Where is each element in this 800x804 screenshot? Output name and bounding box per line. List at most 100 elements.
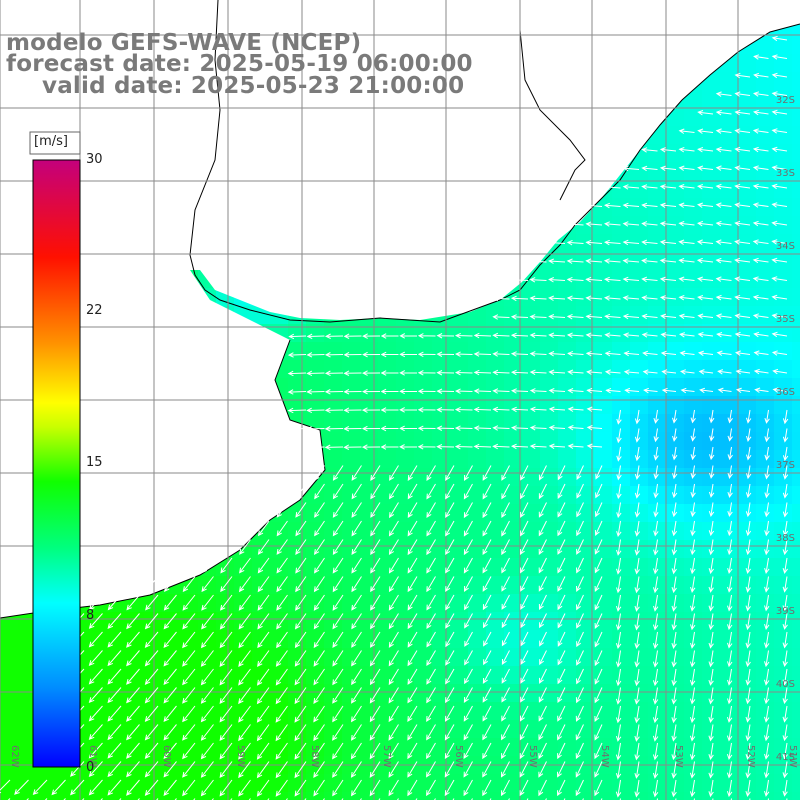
wind-speed-cell: [378, 774, 396, 792]
wind-arrow: [276, 520, 288, 537]
wind-arrow: [417, 351, 436, 358]
wind-arrow: [463, 779, 473, 797]
wind-arrow: [350, 742, 362, 760]
wind-arrow: [407, 687, 418, 704]
wind-arrow: [145, 576, 159, 592]
wind-speed-cell: [234, 774, 252, 792]
wind-arrow: [126, 779, 140, 796]
wind-arrow: [634, 483, 641, 499]
wind-arrow: [557, 705, 566, 722]
wind-arrow: [529, 314, 547, 320]
wind-arrow: [653, 409, 659, 424]
wind-speed-cell: [792, 144, 800, 162]
wind-speed-cell: [720, 72, 738, 90]
wind-arrow: [482, 576, 492, 592]
wind-speed-cell: [414, 738, 432, 756]
wind-speed-cell: [270, 612, 288, 630]
wind-speed-cell: [396, 630, 414, 648]
wind-speed-cell: [720, 414, 738, 432]
wind-arrow: [144, 687, 159, 704]
wind-speed-cell: [612, 702, 630, 720]
wind-arrow: [287, 426, 307, 432]
wind-arrow: [727, 650, 733, 668]
wind-speed-cell: [630, 180, 648, 198]
wind-arrow: [745, 520, 752, 537]
wind-speed-cell: [612, 198, 630, 216]
wind-arrow: [126, 594, 140, 611]
wind-speed-cell: [666, 396, 684, 414]
wind-arrow: [696, 239, 714, 245]
wind-arrow: [585, 239, 603, 246]
wind-arrow: [313, 594, 325, 611]
wind-arrow: [566, 295, 584, 301]
wind-arrow: [538, 742, 547, 760]
wind-speed-cell: [558, 288, 576, 306]
wind-arrow: [538, 539, 547, 555]
wind-speed-cell: [774, 54, 792, 72]
wind-arrow: [343, 388, 362, 395]
wind-speed-cell: [630, 684, 648, 702]
longitude-label: 62W: [9, 745, 20, 768]
wind-speed-cell: [612, 216, 630, 234]
wind-arrow: [454, 388, 473, 394]
wind-speed-cell: [720, 666, 738, 684]
wind-arrow: [445, 520, 455, 537]
wind-arrow: [529, 369, 547, 376]
wind-speed-cell: [774, 144, 792, 162]
wind-arrow: [726, 742, 733, 760]
wind-arrow: [623, 350, 640, 357]
wind-speed-cell: [504, 648, 522, 666]
wind-arrow: [653, 557, 659, 575]
wind-arrow: [287, 370, 307, 377]
wind-arrow: [482, 465, 492, 481]
wind-arrow: [727, 594, 733, 612]
wind-speed-cell: [576, 666, 594, 684]
wind-arrow: [239, 539, 251, 555]
wind-arrow: [771, 220, 788, 227]
wind-arrow: [380, 333, 399, 339]
wind-arrow: [752, 128, 769, 134]
wind-arrow: [690, 502, 696, 518]
wind-speed-cell: [342, 360, 360, 378]
wind-speed-cell: [702, 144, 720, 162]
wind-arrow: [407, 650, 418, 667]
wind-speed-cell: [108, 792, 126, 804]
wind-arrow: [690, 446, 696, 461]
wind-arrow: [351, 483, 362, 500]
wind-arrow: [407, 557, 418, 574]
wind-speed-cell: [738, 630, 756, 648]
wind-speed-cell: [576, 288, 594, 306]
wind-speed-cell: [378, 360, 396, 378]
wind-arrow: [107, 594, 122, 611]
wind-speed-cell: [522, 342, 540, 360]
wind-arrow: [436, 370, 455, 376]
wind-arrow: [566, 276, 584, 283]
wind-arrow: [548, 388, 566, 394]
wind-speed-cell: [558, 270, 576, 288]
wind-speed-cell: [306, 612, 324, 630]
wind-arrow: [454, 406, 473, 413]
wind-arrow: [715, 146, 732, 153]
wind-speed-cell: [270, 558, 288, 576]
wind-speed-cell: [684, 702, 702, 720]
wind-arrow: [641, 147, 658, 153]
wind-speed-cell: [540, 774, 558, 792]
wind-speed-cell: [630, 540, 648, 558]
wind-arrow: [426, 594, 436, 611]
wind-arrow: [369, 668, 381, 686]
wind-speed-cell: [702, 324, 720, 342]
wind-speed-cell: [432, 414, 450, 432]
wind-arrow: [622, 239, 640, 246]
wind-speed-cell: [288, 702, 306, 720]
wind-arrow: [641, 202, 658, 209]
wind-arrow: [653, 539, 659, 556]
wind-arrow: [734, 146, 751, 153]
wind-arrow: [369, 779, 381, 797]
wind-speed-cell: [540, 720, 558, 738]
wind-arrow: [463, 557, 473, 574]
wind-speed-cell: [0, 774, 18, 792]
wind-speed-cell: [630, 594, 648, 612]
wind-arrow: [708, 761, 714, 779]
wind-speed-cell: [432, 792, 450, 804]
wind-speed-cell: [414, 432, 432, 450]
